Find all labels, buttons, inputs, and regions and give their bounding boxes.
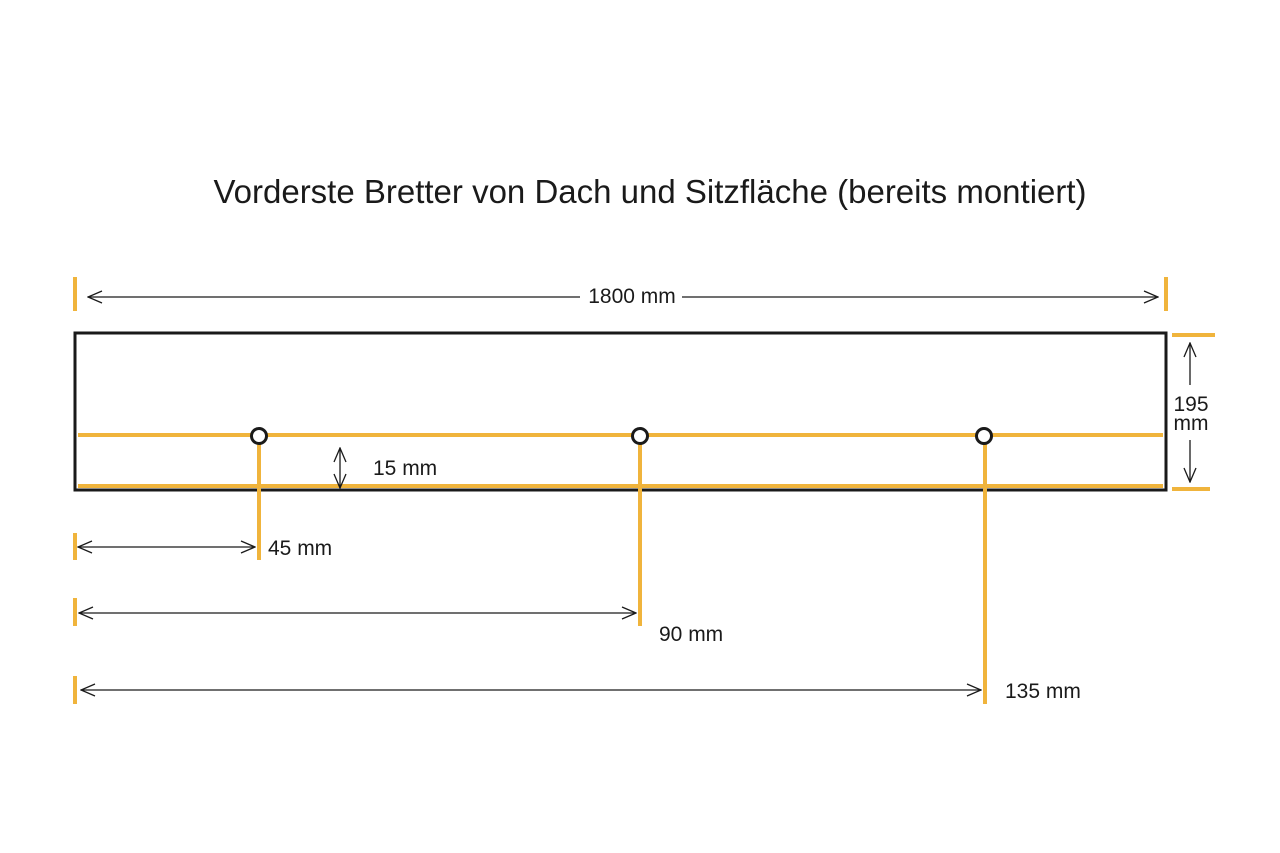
hole-1-label: 45 mm [268,537,332,560]
length-label: 1800 mm [588,285,676,308]
offset-label: 15 mm [373,457,437,480]
hole-3-label: 135 mm [1005,680,1081,703]
height-label-line2: mm [1174,412,1209,435]
diagram-title: Vorderste Bretter von Dach und Sitzfläch… [213,173,1086,210]
hole-3-marker [975,427,993,445]
hole-1-marker [250,427,268,445]
hole-2-label: 90 mm [659,623,723,646]
hole-2-marker [631,427,649,445]
height-label-line1: 195 [1173,393,1208,416]
board-outline [73,331,1168,492]
